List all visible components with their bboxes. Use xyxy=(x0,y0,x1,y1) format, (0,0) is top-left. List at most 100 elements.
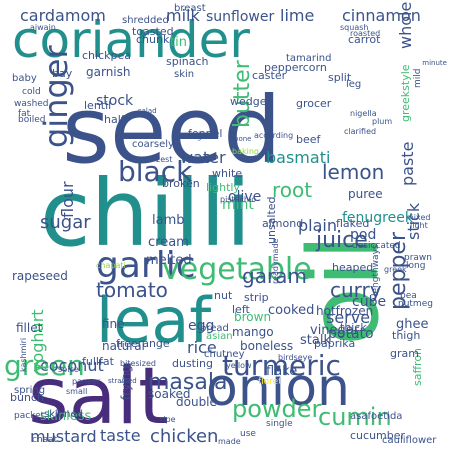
word: made xyxy=(218,437,241,446)
word: chickpea xyxy=(82,49,131,62)
word: vegetable xyxy=(162,252,312,287)
word: tomato xyxy=(96,278,168,302)
word: use xyxy=(240,429,256,439)
word: prawn xyxy=(404,253,432,263)
word: water xyxy=(180,148,226,167)
word: nutmeg xyxy=(398,299,433,309)
word: dusting xyxy=(172,357,214,370)
word: coarsely xyxy=(132,139,174,150)
word: beef xyxy=(296,133,321,146)
word: black xyxy=(118,155,193,188)
word: stock xyxy=(96,93,134,109)
word: cooked xyxy=(268,303,315,318)
word: boiled xyxy=(18,115,46,125)
word: chaat xyxy=(32,435,58,445)
word: plum xyxy=(372,117,393,126)
word: strip xyxy=(244,291,269,304)
word: thick xyxy=(340,321,367,334)
word: washed xyxy=(14,99,49,109)
word: turmeric xyxy=(222,349,341,382)
word: hotfrozen xyxy=(316,304,374,318)
word: lamb xyxy=(152,213,185,228)
word: cube xyxy=(352,294,387,310)
word: packet xyxy=(14,411,45,421)
word: chapati xyxy=(96,261,126,270)
word: heaped xyxy=(332,261,374,274)
word: carrot xyxy=(348,33,381,46)
word: lemon xyxy=(322,160,385,184)
word: strained xyxy=(108,377,137,385)
word: fat xyxy=(18,109,31,119)
word: nut xyxy=(214,289,233,302)
word: lightly xyxy=(206,181,240,194)
word: readymade xyxy=(271,238,280,284)
word: potato xyxy=(328,326,374,342)
word: left xyxy=(232,303,250,316)
word: white xyxy=(212,167,243,180)
word: bunch xyxy=(10,391,44,404)
word: greekstyle xyxy=(399,64,412,122)
word: lime xyxy=(280,6,315,25)
word: egg xyxy=(188,318,215,334)
word: garlic xyxy=(96,245,196,286)
word: mustard xyxy=(30,427,97,446)
word: bitesized xyxy=(120,359,156,368)
word: ghee xyxy=(396,317,429,332)
word: leaf xyxy=(96,284,212,357)
word: plain xyxy=(298,216,337,235)
word: rapeseed xyxy=(12,269,68,283)
word: juice xyxy=(316,228,368,253)
word: unsalted xyxy=(265,196,278,244)
word: seed xyxy=(62,77,282,184)
word: spinach xyxy=(166,55,209,68)
word: skinned xyxy=(44,409,83,420)
word: curry xyxy=(330,278,382,302)
word: paneer xyxy=(72,377,101,386)
word: pistachio xyxy=(220,195,257,204)
word: natural xyxy=(102,339,145,353)
word: cream xyxy=(148,235,189,250)
word: ajwain xyxy=(30,23,56,32)
word: broken xyxy=(162,177,200,190)
word: minute xyxy=(422,59,447,67)
word: sunflower xyxy=(206,9,275,25)
word: bay xyxy=(52,67,73,80)
word: clarified xyxy=(344,127,377,136)
word: salad xyxy=(138,107,157,115)
word: chunk xyxy=(136,33,170,46)
word: yoghurt xyxy=(28,309,47,372)
word: greek xyxy=(384,265,407,274)
word: wedge xyxy=(230,95,267,108)
word: boneless xyxy=(240,339,294,353)
word: gram xyxy=(390,347,419,360)
word: milk xyxy=(166,6,200,25)
word: breast xyxy=(174,3,206,14)
word: skin xyxy=(174,69,195,80)
word: squash xyxy=(340,23,369,32)
word: fennel xyxy=(188,127,223,140)
word: nigella xyxy=(350,109,377,118)
word: grocer xyxy=(296,97,332,110)
word: basmati xyxy=(266,148,331,167)
word: soaked xyxy=(148,387,191,401)
word: paste xyxy=(398,141,417,186)
word: bread xyxy=(200,323,229,334)
word: desiccated xyxy=(352,241,401,251)
word: double xyxy=(176,395,217,409)
word: birdseye xyxy=(278,353,313,362)
word: taste xyxy=(100,426,141,445)
word: chutney xyxy=(204,349,245,360)
word: whole xyxy=(396,2,415,50)
word: leg xyxy=(346,79,362,90)
word: vinegar xyxy=(310,323,360,338)
word: coconut xyxy=(40,356,104,375)
word: split xyxy=(328,71,352,84)
word: tin xyxy=(170,35,187,50)
word: sugar xyxy=(40,212,91,233)
word: puree xyxy=(348,187,383,201)
word: roasted xyxy=(350,29,381,38)
word: cold xyxy=(22,87,41,97)
word: long xyxy=(406,261,426,271)
word: boiling xyxy=(178,133,202,141)
word: half xyxy=(104,113,125,126)
